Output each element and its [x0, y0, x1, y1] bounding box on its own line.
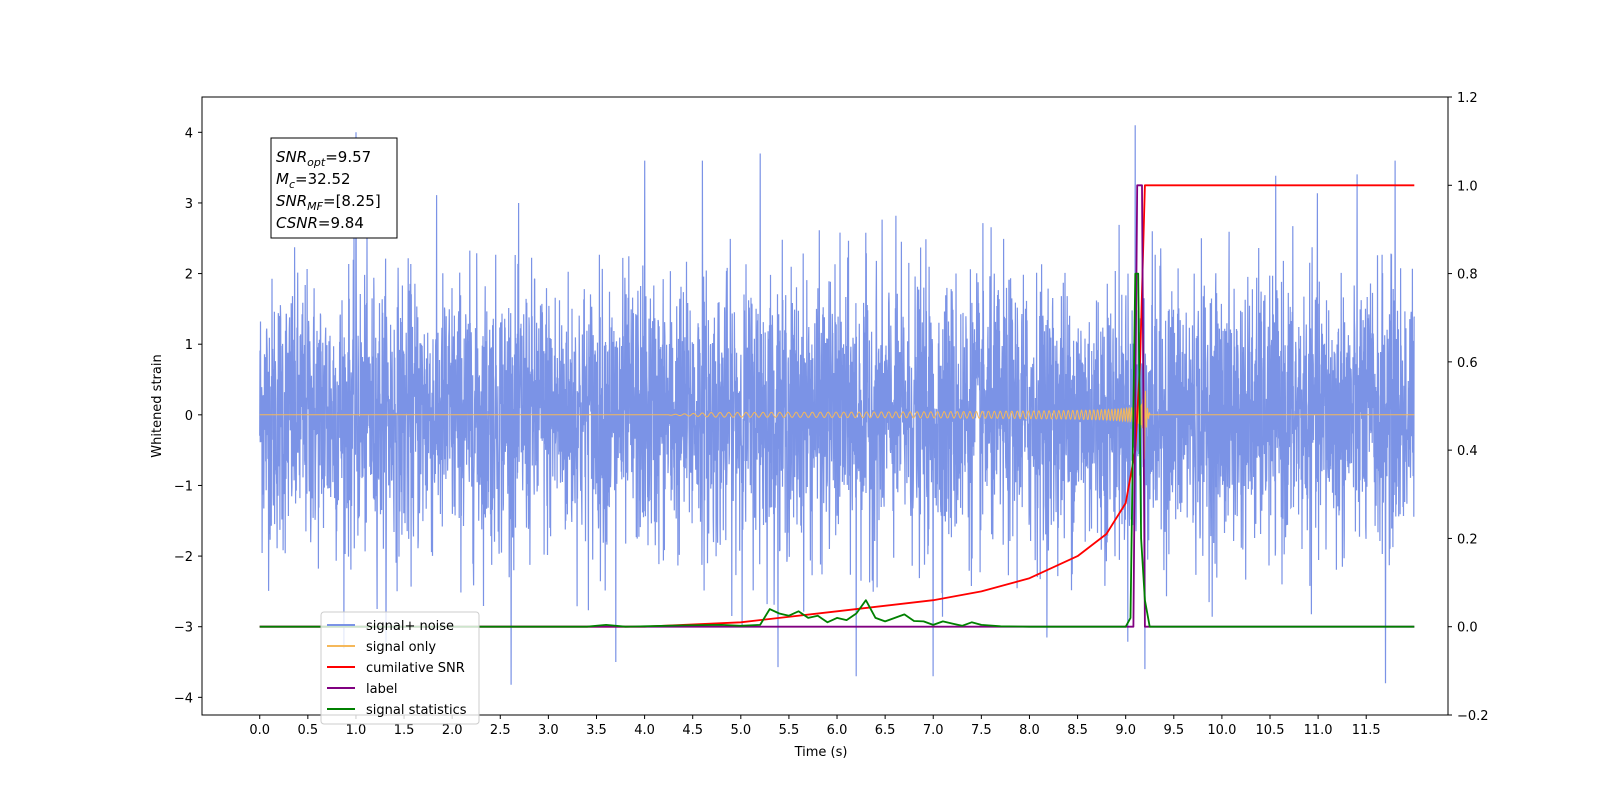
x-tick-label: 11.0 — [1304, 723, 1333, 738]
y-left-tick-label: −1 — [174, 479, 193, 494]
y-left-tick-label: −3 — [174, 621, 193, 636]
annotation-subscript: opt — [307, 156, 326, 169]
x-tick-label: 6.0 — [827, 723, 848, 738]
x-tick-label: 3.0 — [538, 723, 559, 738]
series-signal-noise — [259, 125, 1415, 685]
annotation-symbol: CSNR — [276, 214, 318, 232]
x-tick-label: 9.0 — [1115, 723, 1136, 738]
y-left-tick-label: 4 — [185, 126, 193, 141]
x-tick-label: 6.5 — [875, 723, 896, 738]
y-right-tick-label: −0.2 — [1457, 709, 1489, 724]
y-axis-label: Whitened strain — [150, 354, 165, 457]
x-tick-label: 8.5 — [1067, 723, 1088, 738]
y-right-tick-label: 1.2 — [1457, 91, 1478, 106]
annotation-symbol: SNR — [276, 148, 307, 166]
x-tick-label: 2.5 — [490, 723, 511, 738]
x-tick-label: 7.0 — [923, 723, 944, 738]
x-axis-label: Time (s) — [794, 745, 848, 760]
y-left-tick-label: 0 — [185, 409, 193, 424]
legend-label: label — [366, 682, 397, 697]
y-right-tick-label: 1.0 — [1457, 179, 1478, 194]
annotation-symbol: M — [276, 170, 289, 188]
y-left-tick-label: −4 — [174, 691, 193, 706]
annotation-value: =9.57 — [325, 148, 371, 166]
y-left-tick-label: 1 — [185, 338, 193, 353]
y-right-tick-label: 0.2 — [1457, 532, 1478, 547]
x-axis: 0.0 0.5 1.0 1.5 2.0 2.5 3.0 3.5 4.0 4.5 5.0 5.5 6.0 6… — [249, 715, 1381, 738]
annotation-line: SNRopt=9.57 — [276, 148, 371, 169]
x-tick-label: 8.0 — [1019, 723, 1040, 738]
annotation-value: =[8.25] — [323, 192, 381, 210]
y-right-tick-label: 0.6 — [1457, 356, 1478, 371]
series-signal-only — [259, 334, 1415, 460]
x-tick-label: 2.0 — [442, 723, 463, 738]
axes-frame — [201, 96, 1449, 716]
x-tick-label: 10.5 — [1256, 723, 1285, 738]
y-left-tick-label: 2 — [185, 268, 193, 283]
x-tick-label: 3.5 — [586, 723, 607, 738]
y-right-tick-label: 0.0 — [1457, 621, 1478, 636]
legend-label: signal statistics — [366, 703, 467, 718]
y-axis-left: 4 3 2 1 0 −1 −2 −3 −4 — [174, 126, 202, 706]
x-tick-label: 10.0 — [1207, 723, 1236, 738]
x-tick-label: 0.5 — [297, 723, 318, 738]
annotation-subscript: MF — [307, 200, 323, 213]
plot-area — [259, 125, 1415, 685]
x-tick-label: 1.0 — [346, 723, 367, 738]
x-tick-label: 4.0 — [634, 723, 655, 738]
y-axis-right: 1.2 1.0 0.8 0.6 0.4 0.2 0.0 −0.2 — [1448, 91, 1489, 724]
x-tick-label: 4.5 — [682, 723, 703, 738]
x-tick-label: 1.5 — [394, 723, 415, 738]
annotation-line: CSNR=9.84 — [276, 214, 364, 232]
annotation-symbol: SNR — [276, 192, 307, 210]
annotation-line: Mc=32.52 — [276, 170, 351, 191]
annotation-value: =9.84 — [318, 214, 364, 232]
legend-label: signal only — [366, 640, 436, 655]
y-left-tick-label: −2 — [174, 550, 193, 565]
annotation-frame — [270, 137, 398, 239]
legend-label: signal+ noise — [366, 619, 454, 634]
annotation-subscript: c — [289, 178, 295, 191]
x-tick-label: 7.5 — [971, 723, 992, 738]
y-right-tick-label: 0.8 — [1457, 268, 1478, 283]
legend: signal+ noise signal only cumilative SNR la… — [320, 611, 480, 725]
x-tick-label: 9.5 — [1163, 723, 1184, 738]
y-right-tick-label: 0.4 — [1457, 444, 1478, 459]
annotation-line: SNRMF=[8.25] — [276, 192, 381, 213]
x-tick-label: 5.0 — [730, 723, 751, 738]
legend-frame — [320, 611, 480, 725]
series-signal-statistics — [259, 272, 1415, 628]
x-tick-label: 0.0 — [249, 723, 270, 738]
annotation-value: =32.52 — [295, 170, 351, 188]
legend-label: cumilative SNR — [366, 661, 465, 676]
y-left-tick-label: 3 — [185, 197, 193, 212]
x-tick-label: 11.5 — [1352, 723, 1381, 738]
x-tick-label: 5.5 — [779, 723, 800, 738]
